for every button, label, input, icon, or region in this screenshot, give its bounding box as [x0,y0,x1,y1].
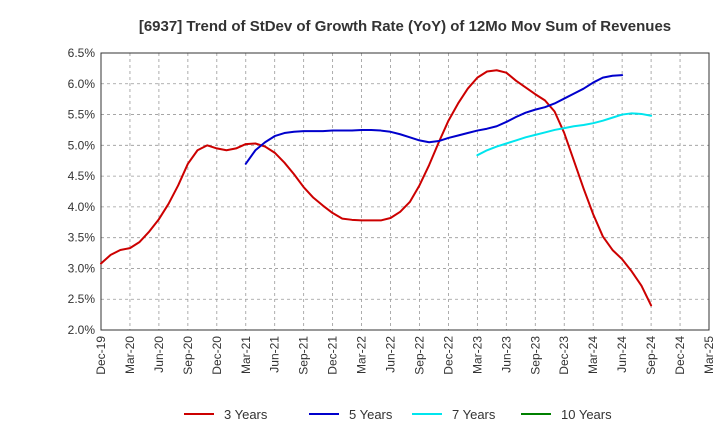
x-tick-label: Dec-20 [210,336,224,375]
x-tick-label: Mar-24 [586,336,600,374]
plot-area-frame [100,52,710,331]
x-tick-label: Jun-24 [615,336,629,373]
y-axis-ticks: 2.0% 2.5% 3.0% 3.5% 4.0% 4.5% 5.0% 5.5% 6.0% 6.5% [68,46,96,337]
x-tick-label: Mar-21 [239,336,253,374]
series-line-7-years [476,112,653,157]
legend: 3 Years 5 Years 7 Years 10 Years [184,407,612,422]
x-tick-label: Dec-24 [673,336,687,375]
x-tick-label: Dec-23 [557,336,571,375]
series-layer [100,69,653,307]
y-tick-label: 5.5% [68,108,96,122]
x-tick-label: Mar-23 [470,336,484,374]
legend-label: 7 Years [452,407,496,422]
x-tick-label: Dec-21 [326,336,340,375]
series-line-3-years [100,69,653,307]
x-tick-label: Sep-24 [644,336,658,375]
legend-item: 3 Years [184,407,268,422]
x-tick-label: Sep-22 [412,336,426,375]
x-tick-label: Sep-23 [528,336,542,375]
grid-layer [100,52,710,331]
x-tick-label: Mar-20 [123,336,137,374]
legend-label: 3 Years [224,407,268,422]
y-tick-label: 6.5% [68,46,96,60]
x-tick-label: Mar-25 [702,336,716,374]
legend-label: 10 Years [561,407,612,422]
y-tick-label: 4.5% [68,169,96,183]
x-tick-label: Sep-20 [181,336,195,375]
y-tick-label: 3.5% [68,231,96,245]
y-tick-label: 2.0% [68,323,96,337]
series-line-5-years [244,74,624,165]
x-tick-label: Jun-20 [152,336,166,373]
legend-item: 7 Years [412,407,496,422]
x-tick-label: Mar-22 [355,336,369,374]
chart-title: [6937] Trend of StDev of Growth Rate (Yo… [139,18,671,35]
x-tick-label: Jun-22 [384,336,398,373]
y-tick-label: 3.0% [68,261,96,275]
y-tick-label: 5.0% [68,138,96,152]
y-tick-label: 2.5% [68,292,96,306]
x-tick-label: Jun-23 [499,336,513,373]
x-axis-ticks: Dec-19 Mar-20 Jun-20 Sep-20 Dec-20 Mar-21 Jun-… [94,336,716,375]
x-tick-label: Jun-21 [268,336,282,373]
legend-item: 10 Years [521,407,612,422]
x-tick-label: Sep-21 [297,336,311,375]
x-tick-label: Dec-19 [94,336,108,375]
y-tick-label: 4.0% [68,200,96,214]
y-tick-label: 6.0% [68,77,96,91]
legend-item: 5 Years [309,407,393,422]
legend-label: 5 Years [349,407,393,422]
x-tick-label: Dec-22 [441,336,455,375]
